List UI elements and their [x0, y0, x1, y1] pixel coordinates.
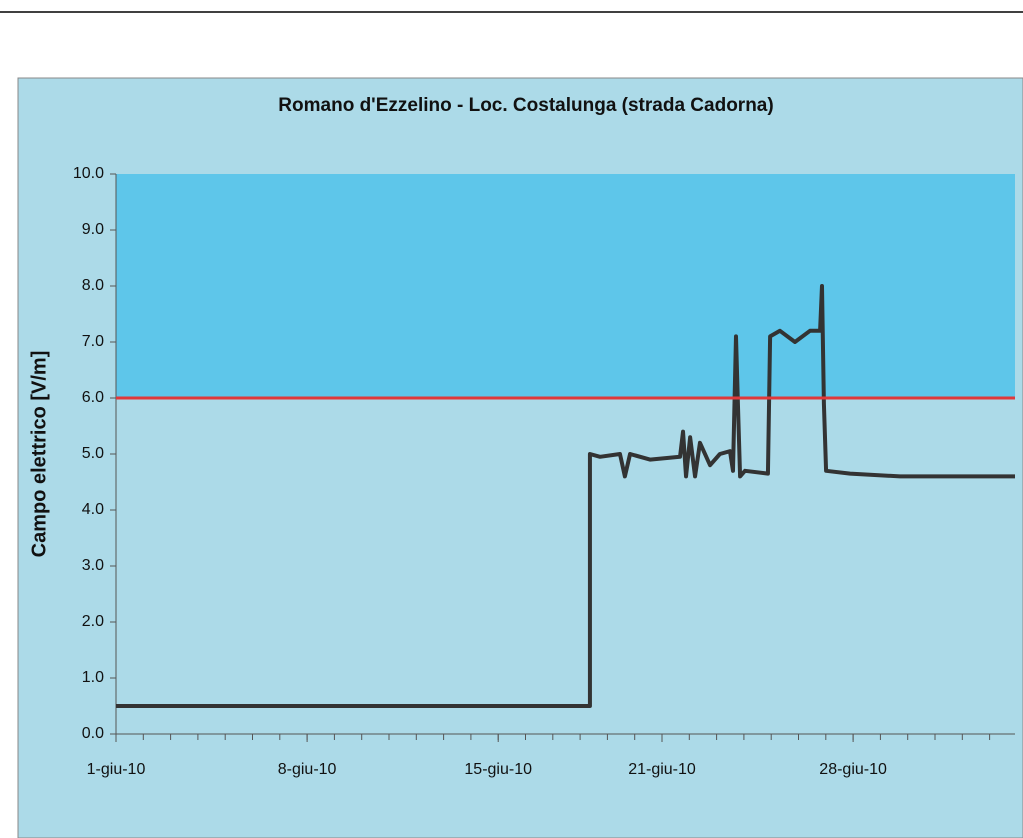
y-tick-label: 2.0 — [82, 613, 104, 630]
y-tick-label: 8.0 — [82, 277, 104, 294]
x-tick-label: 8-giu-10 — [278, 761, 337, 778]
y-tick-label: 0.0 — [82, 725, 104, 742]
data-line — [116, 284, 1015, 708]
x-tick-label: 21-giu-10 — [628, 761, 696, 778]
threshold-zone — [116, 174, 1015, 398]
y-axis-label: Campo elettrico [V/m] — [28, 351, 50, 558]
y-tick-label: 7.0 — [82, 333, 104, 350]
x-tick-label: 1-giu-10 — [87, 761, 146, 778]
x-tick-label: 15-giu-10 — [464, 761, 532, 778]
y-tick-label: 9.0 — [82, 221, 104, 238]
y-tick-label: 1.0 — [82, 669, 104, 686]
y-tick-label: 4.0 — [82, 501, 104, 518]
x-tick-label: 28-giu-10 — [819, 761, 887, 778]
y-tick-label: 6.0 — [82, 389, 104, 406]
chart-title: Romano d'Ezzelino - Loc. Costalunga (str… — [278, 95, 773, 116]
y-tick-label: 3.0 — [82, 557, 104, 574]
y-tick-label: 10.0 — [73, 165, 104, 182]
y-tick-label: 5.0 — [82, 445, 104, 462]
